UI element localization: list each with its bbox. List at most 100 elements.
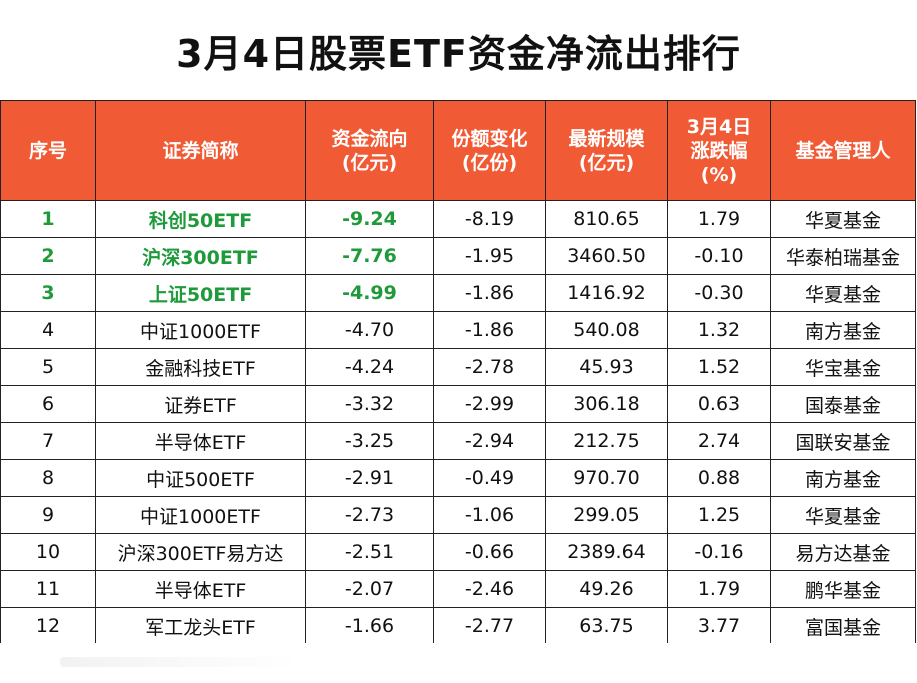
cell-manager: 鹏华基金: [770, 570, 916, 608]
cell-rank: 7: [0, 422, 96, 460]
header-pct-line1: 3月4日: [686, 115, 752, 138]
header-name: 证券简称: [95, 100, 306, 201]
cell-scale: 1416.92: [545, 274, 668, 312]
cell-pct: 0.88: [667, 459, 771, 497]
cell-name: 中证500ETF: [95, 459, 306, 497]
cell-name: 军工龙头ETF: [95, 607, 306, 645]
cell-share: -2.77: [433, 607, 546, 645]
cell-pct: 2.74: [667, 422, 771, 460]
cell-pct: 1.32: [667, 311, 771, 349]
cell-name: 中证1000ETF: [95, 496, 306, 534]
cell-rank: 9: [0, 496, 96, 534]
cell-manager: 国泰基金: [770, 385, 916, 423]
footer-area: [0, 643, 917, 683]
cell-share: -0.66: [433, 533, 546, 571]
cell-flow: -2.07: [305, 570, 434, 608]
cell-name: 中证1000ETF: [95, 311, 306, 349]
header-pct-line3: (%): [700, 163, 738, 186]
table-row: 4 中证1000ETF -4.70 -1.86 540.08 1.32 南方基金: [0, 311, 916, 349]
cell-rank: 6: [0, 385, 96, 423]
table-row: 9 中证1000ETF -2.73 -1.06 299.05 1.25 华夏基金: [0, 496, 916, 534]
cell-scale: 299.05: [545, 496, 668, 534]
cell-name: 科创50ETF: [95, 200, 306, 238]
header-flow-line1: 资金流向: [331, 127, 408, 150]
cell-flow: -3.25: [305, 422, 434, 460]
cell-rank: 3: [0, 274, 96, 312]
table-row: 1 科创50ETF -9.24 -8.19 810.65 1.79 华夏基金: [0, 200, 916, 238]
header-pct-line2: 涨跌幅: [690, 139, 748, 162]
cell-name: 半导体ETF: [95, 570, 306, 608]
cell-flow: -9.24: [305, 200, 434, 238]
cell-flow: -3.32: [305, 385, 434, 423]
cell-scale: 2389.64: [545, 533, 668, 571]
cell-manager: 华夏基金: [770, 200, 916, 238]
table-row: 8 中证500ETF -2.91 -0.49 970.70 0.88 南方基金: [0, 459, 916, 497]
cell-pct: 3.77: [667, 607, 771, 645]
cell-scale: 212.75: [545, 422, 668, 460]
cell-pct: -0.30: [667, 274, 771, 312]
cell-rank: 5: [0, 348, 96, 386]
cell-pct: 1.79: [667, 200, 771, 238]
cell-manager: 华泰柏瑞基金: [770, 237, 916, 275]
cell-rank: 12: [0, 607, 96, 645]
cell-pct: 1.52: [667, 348, 771, 386]
header-name-label: 证券简称: [162, 139, 239, 162]
cell-flow: -1.66: [305, 607, 434, 645]
cell-rank: 11: [0, 570, 96, 608]
header-scale-line1: 最新规模: [568, 127, 645, 150]
cell-share: -2.46: [433, 570, 546, 608]
faded-mark: [60, 657, 300, 667]
header-pct: 3月4日 涨跌幅 (%): [667, 100, 771, 201]
cell-scale: 306.18: [545, 385, 668, 423]
cell-share: -2.94: [433, 422, 546, 460]
cell-share: -0.49: [433, 459, 546, 497]
cell-pct: -0.10: [667, 237, 771, 275]
cell-share: -2.99: [433, 385, 546, 423]
cell-scale: 3460.50: [545, 237, 668, 275]
header-rank: 序号: [0, 100, 96, 201]
header-share-line2: (亿份): [461, 151, 518, 174]
cell-share: -8.19: [433, 200, 546, 238]
cell-manager: 富国基金: [770, 607, 916, 645]
cell-flow: -2.91: [305, 459, 434, 497]
table-row: 6 证券ETF -3.32 -2.99 306.18 0.63 国泰基金: [0, 385, 916, 423]
table-row: 3 上证50ETF -4.99 -1.86 1416.92 -0.30 华夏基金: [0, 274, 916, 312]
cell-flow: -2.51: [305, 533, 434, 571]
cell-pct: 1.25: [667, 496, 771, 534]
cell-manager: 易方达基金: [770, 533, 916, 571]
cell-manager: 南方基金: [770, 311, 916, 349]
cell-flow: -4.24: [305, 348, 434, 386]
table-row: 10 沪深300ETF易方达 -2.51 -0.66 2389.64 -0.16 易方达基金: [0, 533, 916, 571]
header-flow: 资金流向 (亿元): [305, 100, 434, 201]
header-flow-line2: (亿元): [341, 151, 398, 174]
header-row: 序号 证券简称 资金流向 (亿元) 份额变化 (亿份) 最新规模 (亿元) 3月…: [0, 100, 916, 201]
cell-pct: 0.63: [667, 385, 771, 423]
cell-scale: 810.65: [545, 200, 668, 238]
cell-scale: 63.75: [545, 607, 668, 645]
cell-flow: -4.70: [305, 311, 434, 349]
cell-pct: 1.79: [667, 570, 771, 608]
cell-share: -1.86: [433, 311, 546, 349]
cell-manager: 华夏基金: [770, 274, 916, 312]
table-row: 11 半导体ETF -2.07 -2.46 49.26 1.79 鹏华基金: [0, 570, 916, 608]
cell-scale: 45.93: [545, 348, 668, 386]
table-row: 7 半导体ETF -3.25 -2.94 212.75 2.74 国联安基金: [0, 422, 916, 460]
cell-flow: -2.73: [305, 496, 434, 534]
cell-rank: 10: [0, 533, 96, 571]
cell-manager: 华夏基金: [770, 496, 916, 534]
cell-rank: 2: [0, 237, 96, 275]
header-manager-label: 基金管理人: [795, 139, 891, 162]
page-title: 3月4日股票ETF资金净流出排行: [176, 31, 741, 76]
cell-share: -2.78: [433, 348, 546, 386]
cell-scale: 540.08: [545, 311, 668, 349]
cell-rank: 8: [0, 459, 96, 497]
header-share-line1: 份额变化: [451, 127, 528, 150]
cell-scale: 49.26: [545, 570, 668, 608]
table-body: 1 科创50ETF -9.24 -8.19 810.65 1.79 华夏基金 2 沪深300ET…: [0, 200, 916, 645]
cell-name: 半导体ETF: [95, 422, 306, 460]
cell-name: 上证50ETF: [95, 274, 306, 312]
cell-name: 金融科技ETF: [95, 348, 306, 386]
cell-flow: -7.76: [305, 237, 434, 275]
table-row: 2 沪深300ETF -7.76 -1.95 3460.50 -0.10 华泰柏瑞基金: [0, 237, 916, 275]
cell-rank: 1: [0, 200, 96, 238]
